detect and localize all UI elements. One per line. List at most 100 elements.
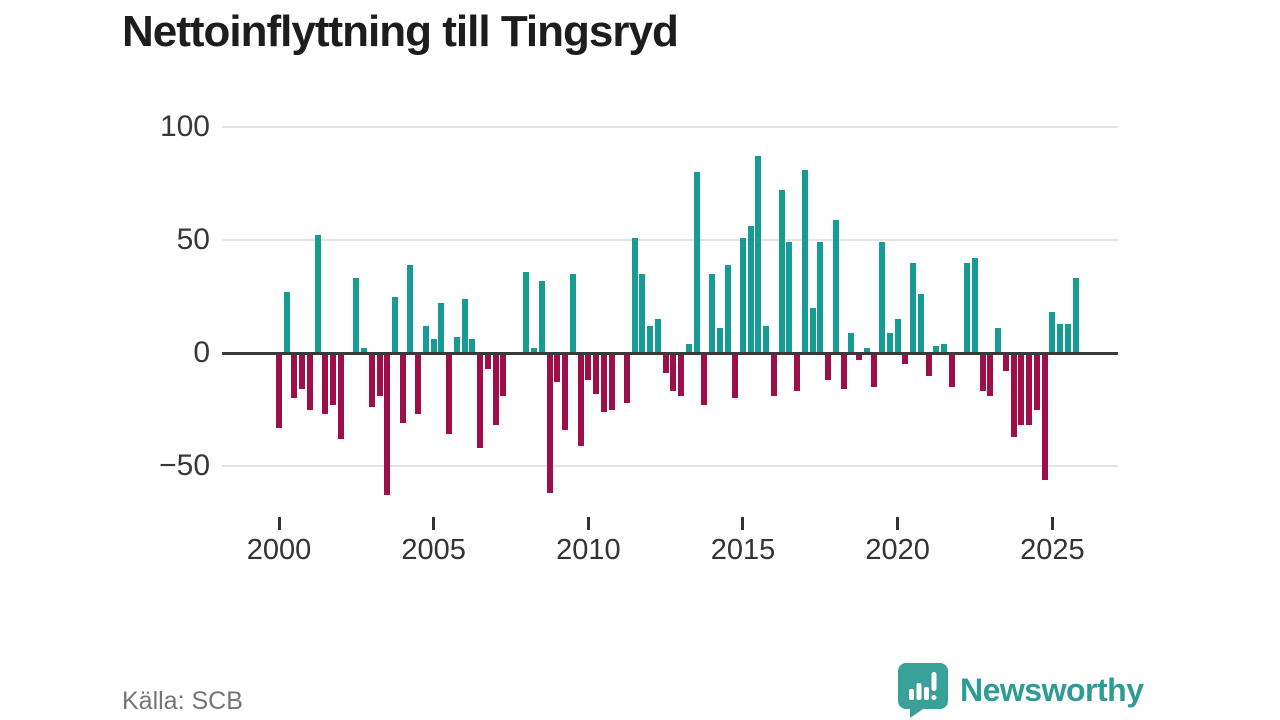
bar-q84-value--10 — [925, 353, 932, 376]
bar-q74-value-9 — [848, 332, 855, 353]
x-axis-zero-line — [222, 351, 1118, 355]
bar-q59-value--20 — [732, 353, 739, 399]
bar-q34-value-32 — [538, 280, 545, 353]
bar-q27-value--7 — [484, 353, 491, 369]
y-axis-label-0: 0 — [193, 336, 210, 369]
bar-q72-value-59 — [832, 219, 839, 353]
x-tick-2015 — [741, 517, 745, 530]
bar-q53-value-4 — [685, 343, 692, 353]
bar-q28-value--32 — [492, 353, 499, 426]
bar-q50-value--9 — [662, 353, 669, 374]
x-axis-label-2005: 2005 — [401, 534, 466, 566]
x-tick-2010 — [586, 517, 590, 530]
bar-q21-value-22 — [438, 303, 445, 353]
bar-q54-value-80 — [693, 172, 700, 353]
bar-q37-value--34 — [562, 353, 569, 430]
x-tick-2005 — [432, 517, 436, 530]
bar-q12-value--24 — [368, 353, 375, 408]
bar-q42-value--26 — [600, 353, 607, 412]
bar-q2-value--20 — [291, 353, 298, 399]
bar-q60-value-51 — [739, 237, 746, 353]
bar-q99-value--56 — [1041, 353, 1048, 480]
bar-q64-value--19 — [770, 353, 777, 396]
bar-q55-value--23 — [701, 353, 708, 405]
bar-q45-value--22 — [623, 353, 630, 403]
bar-q41-value--18 — [593, 353, 600, 394]
bar-q103-value-33 — [1072, 278, 1079, 353]
bar-q0-value--33 — [276, 353, 282, 428]
bar-q23-value-7 — [453, 337, 460, 353]
bar-q85-value-3 — [933, 346, 940, 353]
y-axis-label-−50: −50 — [159, 449, 210, 482]
bar-q56-value-35 — [709, 273, 716, 353]
bar-q69-value-20 — [809, 307, 816, 353]
bar-q71-value--12 — [825, 353, 832, 381]
bar-q4-value--25 — [306, 353, 313, 410]
bar-q1-value-27 — [283, 291, 290, 353]
bar-q14-value--63 — [384, 353, 391, 496]
bar-q36-value--13 — [554, 353, 561, 383]
gridline-y-100 — [222, 126, 1118, 128]
bar-q63-value-12 — [763, 325, 770, 353]
bar-q101-value-13 — [1057, 323, 1064, 353]
bar-q22-value--36 — [446, 353, 453, 435]
y-axis-label-100: 100 — [159, 110, 210, 143]
newsworthy-logo: Newsworthy — [898, 663, 1144, 718]
bar-q80-value-15 — [894, 319, 901, 353]
bar-q67-value--17 — [794, 353, 801, 392]
bar-q65-value-72 — [778, 190, 785, 353]
bar-chart-plot: 100 50 0 −50 2000 2005 2010 2015 2020 2025 — [159, 100, 1118, 566]
x-axis-label-2020: 2020 — [865, 534, 930, 566]
bar-q33-value-2 — [531, 348, 538, 353]
bar-q18-value--27 — [415, 353, 422, 415]
y-axis-label-50: 50 — [176, 223, 210, 256]
newsworthy-wordmark: Newsworthy — [960, 672, 1144, 708]
bar-q68-value-81 — [801, 169, 808, 353]
bar-q100-value-18 — [1049, 312, 1056, 353]
chart-title: Nettoinflyttning till Tingsryd — [122, 7, 679, 56]
x-tick-2025 — [1050, 517, 1054, 530]
x-axis-label-2015: 2015 — [710, 534, 776, 566]
icon-exclamation-bar — [931, 672, 937, 691]
bar-q43-value--25 — [608, 353, 615, 410]
bar-q102-value-13 — [1064, 323, 1071, 353]
bar-q39-value--41 — [577, 353, 584, 446]
bar-q66-value-49 — [786, 242, 793, 353]
bar-q61-value-56 — [747, 226, 754, 353]
bar-q73-value--16 — [840, 353, 847, 390]
gridline-y-50 — [222, 239, 1118, 241]
bar-q24-value-24 — [461, 298, 468, 353]
bar-q19-value-12 — [422, 325, 429, 353]
bar-q13-value--19 — [376, 353, 383, 396]
bar-q86-value-4 — [941, 343, 948, 353]
bar-q7-value--23 — [330, 353, 337, 405]
newsworthy-icon — [898, 663, 948, 718]
x-axis-label-2010: 2010 — [556, 534, 621, 566]
bar-q6-value--27 — [322, 353, 329, 415]
bar-q10-value-33 — [353, 278, 360, 353]
bar-q25-value-6 — [469, 339, 476, 353]
x-tick-2020 — [896, 517, 900, 530]
bar-q32-value-36 — [523, 271, 530, 353]
bar-q79-value-9 — [886, 332, 893, 353]
bar-q90-value-42 — [971, 258, 978, 353]
bar-q46-value-51 — [631, 237, 638, 353]
bar-q83-value-26 — [917, 294, 924, 353]
bar-q8-value--38 — [337, 353, 344, 439]
bar-q62-value-87 — [755, 156, 762, 353]
bar-q97-value--32 — [1026, 353, 1033, 426]
bar-q77-value--15 — [871, 353, 878, 387]
bar-q89-value-40 — [964, 262, 971, 353]
bar-q49-value-15 — [654, 319, 661, 353]
bar-q81-value--5 — [902, 353, 909, 365]
x-tick-2000 — [277, 517, 281, 530]
bar-q11-value-2 — [361, 348, 368, 353]
bar-q20-value-6 — [430, 339, 437, 353]
bar-q26-value--42 — [477, 353, 484, 448]
bar-q57-value-11 — [716, 328, 723, 353]
bar-q3-value--16 — [299, 353, 306, 390]
bar-q38-value-35 — [569, 273, 576, 353]
bar-q82-value-40 — [910, 262, 917, 353]
bar-q96-value--32 — [1018, 353, 1025, 426]
